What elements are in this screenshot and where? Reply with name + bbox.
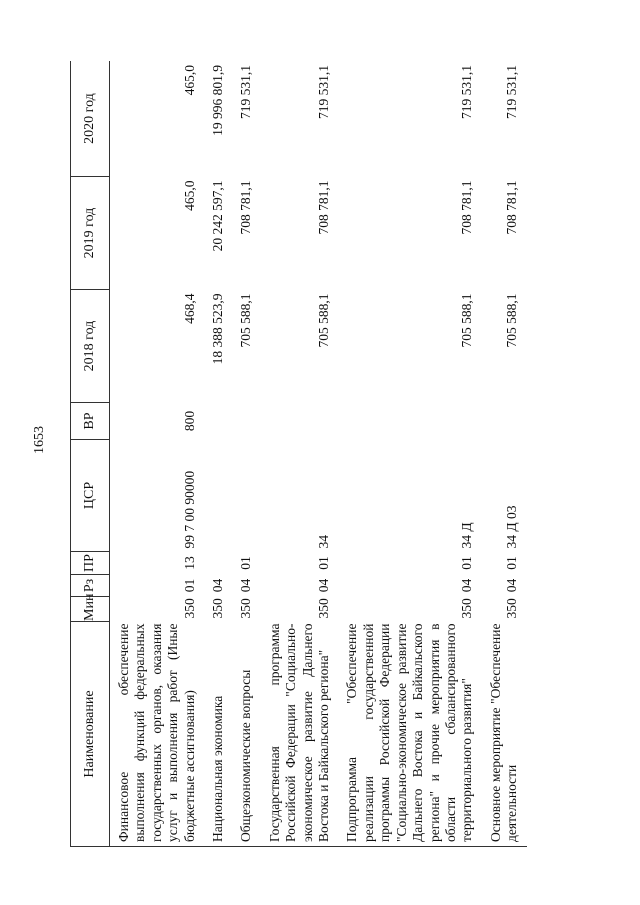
cell-y2019: 708 781,1	[459, 180, 475, 235]
cell-name: Финансовое обеспечение выполнения функци…	[109, 621, 205, 847]
cell-pr: 01	[238, 556, 254, 570]
cell-name: Подпрограмма "Обеспечение реализации гос…	[338, 621, 482, 847]
cell-rz: 04	[504, 578, 520, 593]
cell-name: Общеэкономические вопросы	[232, 621, 261, 847]
cell-min: 350	[210, 598, 226, 619]
table-header: Наименование Мин Рз ПР ЦСР ВР 2018 год 2…	[70, 61, 110, 847]
cell-y2019: 708 781,1	[238, 180, 254, 235]
cell-rz: 04	[238, 578, 254, 593]
cell-vr	[232, 403, 260, 440]
budget-table-wrapper: Наименование Мин Рз ПР ЦСР ВР 2018 год 2…	[70, 61, 600, 847]
cell-csr: 99 7 00 90000	[181, 470, 197, 549]
cell-min: 350	[316, 598, 332, 619]
table-row: Финансовое обеспечение выполнения функци…	[109, 61, 205, 847]
cell-y2019: 20 242 597,1	[210, 180, 226, 252]
header-name: Наименование	[70, 621, 110, 847]
cell-y2020: 719 531,1	[232, 61, 261, 177]
cell-vr	[204, 403, 232, 440]
cell-y2018: 468,4	[181, 293, 197, 324]
cell-csr	[232, 440, 260, 552]
cell-csr: 34	[316, 535, 332, 549]
cell-y2019: 708 781,1	[316, 180, 332, 235]
table-row: Основное мероприятие "Обеспечение деятел…	[481, 61, 527, 847]
cell-y2018: 705 588,1	[238, 293, 254, 348]
cell-rz: 04	[459, 578, 475, 593]
budget-table: Наименование Мин Рз ПР ЦСР ВР 2018 год 2…	[70, 61, 527, 847]
cell-y2018: 705 588,1	[504, 293, 520, 348]
cell-y2020: 19 996 801,9	[204, 61, 233, 177]
cell-name: Основное мероприятие "Обеспечение деятел…	[481, 621, 527, 847]
header-min: Мин	[70, 594, 110, 622]
cell-pr	[204, 552, 232, 575]
cell-rz: 04	[210, 578, 226, 593]
table-row: Общеэкономические вопросы 350 04 01 705 588,…	[232, 61, 261, 847]
cell-y2018: 18 388 523,9	[210, 293, 226, 365]
cell-rz: 01	[181, 578, 197, 593]
cell-csr: 34 Д 03	[504, 505, 520, 549]
cell-y2020: 719 531,1	[260, 61, 339, 177]
header-vr: ВР	[70, 402, 110, 440]
cell-y2020: 719 531,1	[481, 61, 527, 177]
header-2018: 2018 год	[70, 289, 110, 403]
cell-y2019: 708 781,1	[504, 180, 520, 235]
cell-min: 350	[504, 598, 520, 619]
cell-pr: 13	[181, 556, 197, 570]
table-row: Национальная экономика 350 04 18 388 523,9 2…	[204, 61, 233, 847]
header-csr: ЦСР	[70, 439, 110, 552]
cell-name: Государственная программа Российской Фед…	[260, 621, 339, 847]
cell-pr: 01	[459, 556, 475, 570]
cell-pr: 01	[316, 556, 332, 570]
cell-min: 350	[181, 598, 197, 619]
cell-csr: 34 Д	[459, 522, 475, 549]
page-number: 1653	[32, 426, 47, 454]
cell-min: 350	[459, 598, 475, 619]
cell-vr	[338, 403, 481, 440]
header-2019: 2019 год	[70, 176, 110, 290]
cell-vr	[261, 403, 339, 440]
cell-y2018: 705 588,1	[459, 293, 475, 348]
cell-y2019: 465,0	[181, 180, 197, 211]
header-pr: ПР	[70, 551, 110, 575]
table-row: Подпрограмма "Обеспечение реализации гос…	[338, 61, 482, 847]
cell-pr: 01	[504, 556, 520, 570]
cell-y2018: 705 588,1	[316, 293, 332, 348]
cell-vr: 800	[181, 410, 197, 432]
cell-min: 350	[238, 598, 254, 619]
cell-y2020: 719 531,1	[338, 61, 482, 177]
cell-rz: 04	[316, 578, 332, 593]
header-2020: 2020 год	[70, 61, 110, 177]
cell-name: Национальная экономика	[204, 621, 233, 847]
cell-vr	[482, 403, 527, 440]
cell-csr	[204, 440, 232, 552]
cell-y2020: 465,0	[109, 61, 205, 177]
table-row: Государственная программа Российской Фед…	[260, 61, 339, 847]
